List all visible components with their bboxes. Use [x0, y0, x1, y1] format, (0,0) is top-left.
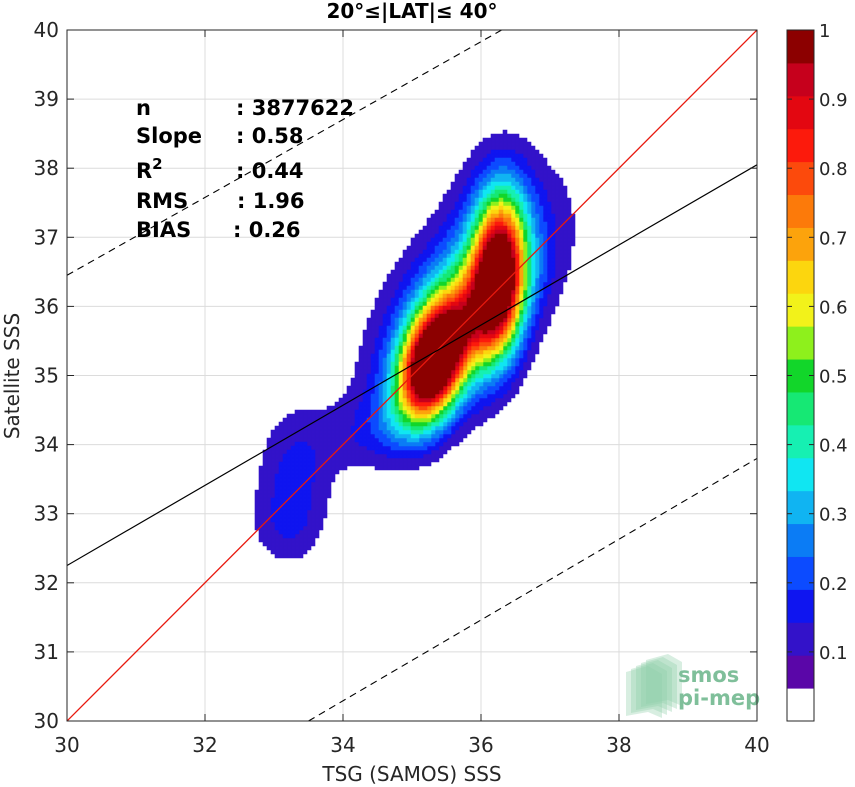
x-axis: 30 32 34 36 38 40: [54, 30, 770, 757]
colorbar-segment: [787, 457, 814, 492]
colorbar-segment: [787, 655, 814, 689]
lower-bound-line: [308, 457, 757, 721]
y-axis-label: Satellite SSS: [0, 313, 24, 439]
stat-value: : 0.26: [233, 218, 301, 242]
x-tick-label: 38: [606, 733, 631, 757]
regression-line: [67, 164, 757, 567]
colorbar-segment: [787, 260, 814, 294]
colorbar-segment: [787, 62, 814, 97]
y-tick-label: 35: [34, 364, 59, 388]
colorbar-segment: [787, 161, 814, 196]
colorbar-segment: [787, 556, 814, 590]
colorbar-tick-label: 0.7: [819, 228, 848, 249]
colorbar-segment: [787, 194, 814, 228]
stat-key: n: [136, 96, 151, 120]
stat-value: : 0.44: [236, 159, 304, 183]
colorbar-tick-label: 0.4: [819, 436, 848, 457]
x-tick-label: 40: [744, 733, 769, 757]
logo-wave: [636, 660, 672, 712]
reference-lines: [67, 30, 757, 721]
logo-line2: pi-mep: [678, 686, 760, 710]
colorbar-segment: [787, 128, 814, 163]
contour-band: [410, 233, 516, 399]
y-tick-label: 33: [34, 502, 59, 526]
logo-wave: [626, 666, 662, 718]
stat-value: : 0.58: [236, 124, 304, 148]
stat-key: BIAS: [136, 218, 191, 242]
y-tick-label: 34: [34, 433, 59, 457]
stats-box: n : 3877622 Slope : 0.58 R2 : 0.44 RMS : 1.96 BI…: [136, 96, 354, 242]
y-tick-label: 40: [34, 18, 59, 42]
colorbar-segment: [787, 622, 814, 656]
y-tick-label: 39: [34, 87, 59, 111]
colorbar-segment: [787, 293, 814, 327]
y-tick-label: 37: [34, 225, 59, 249]
colorbar-segment: [787, 227, 814, 261]
colorbar-segment: [787, 391, 814, 426]
y-tick-label: 36: [34, 294, 59, 318]
stat-key: RMS: [136, 189, 188, 213]
logo-wave: [641, 657, 677, 709]
x-tick-label: 36: [468, 733, 493, 757]
colorbar-segment: [787, 30, 814, 64]
chart-title: 20°≤|LAT|≤ 40°: [326, 0, 497, 23]
colorbar-tick-label: 0.8: [819, 159, 848, 180]
y-tick-label: 38: [34, 156, 59, 180]
colorbar-segment: [787, 523, 814, 557]
x-tick-label: 32: [192, 733, 217, 757]
x-tick-label: 30: [54, 733, 79, 757]
one-to-one-line: [67, 30, 757, 721]
colorbar-tick-label: 0.3: [819, 505, 848, 526]
colorbar: 0.1 0.2 0.3 0.4 0.5 0.6 0.7 0.8 0.9 1: [786, 21, 848, 722]
colorbar-tick-label: 0.2: [819, 574, 848, 595]
colorbar-tick-label: 1: [819, 21, 830, 42]
stat-value: : 3877622: [236, 96, 354, 120]
colorbar-tick-label: 0.1: [819, 643, 848, 664]
x-axis-label: TSG (SAMOS) SSS: [321, 762, 501, 786]
density-contours: [254, 129, 576, 559]
stat-key: Slope: [136, 124, 202, 148]
stat-value: : 1.96: [237, 189, 305, 213]
colorbar-tick-label: 0.5: [819, 367, 848, 388]
y-axis: 30 31 32 33 34 35 36 37 38 39 40: [34, 18, 757, 733]
y-tick-label: 30: [34, 709, 59, 733]
y-tick-label: 31: [34, 640, 59, 664]
colorbar-tick-label: 0.9: [819, 90, 848, 111]
logo-line1: smos: [678, 663, 739, 687]
colorbar-segment: [787, 490, 814, 525]
x-tick-label: 34: [330, 733, 355, 757]
stat-key: R2: [136, 155, 163, 183]
colorbar-segment: [787, 326, 814, 360]
contour-band: [254, 129, 576, 559]
colorbar-tick-label: 0.6: [819, 297, 848, 318]
colorbar-segment: [787, 589, 814, 623]
colorbar-segment: [787, 424, 814, 459]
colorbar-segment: [787, 95, 814, 130]
logo-wave: [646, 654, 682, 706]
colorbar-segment: [787, 688, 814, 722]
y-tick-label: 32: [34, 571, 59, 595]
logo-wave: [631, 663, 667, 715]
